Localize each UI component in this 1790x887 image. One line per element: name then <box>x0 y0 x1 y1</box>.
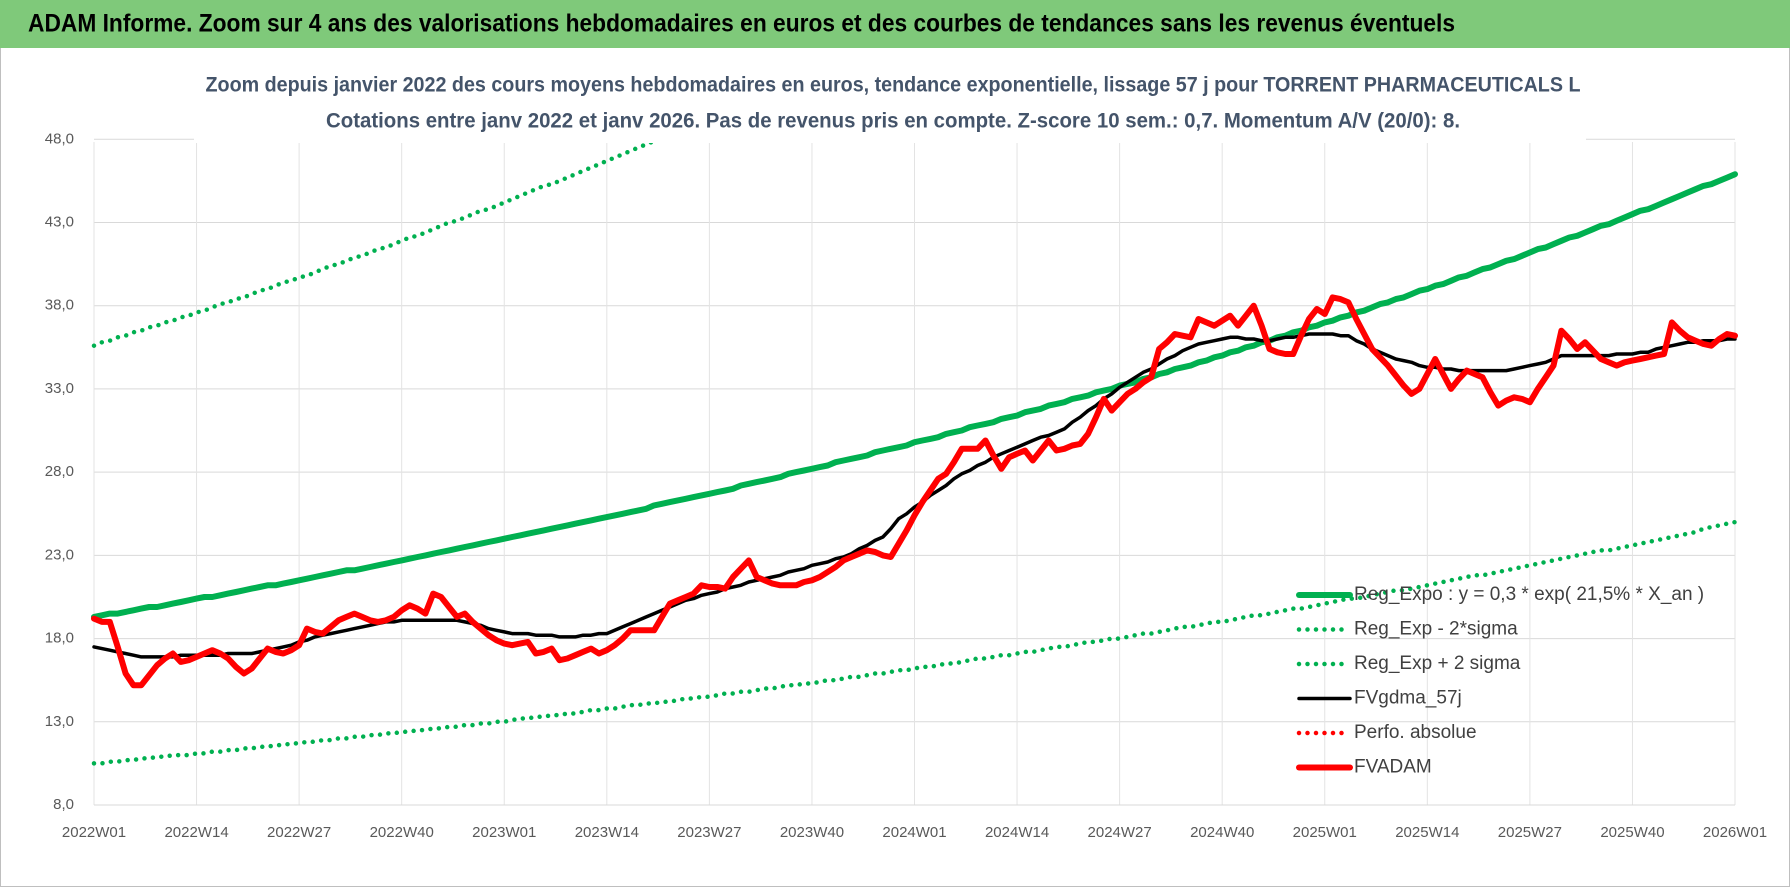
legend-label: FVgdma_57j <box>1354 688 1462 709</box>
y-tick-label: 43,0 <box>45 213 74 230</box>
y-tick-label: 33,0 <box>45 380 74 397</box>
plot-area <box>91 106 1738 766</box>
x-tick-label: 2026W01 <box>1703 824 1767 841</box>
series-line <box>91 294 1738 689</box>
legend: Reg_Expo : y = 0,3 * exp( 21,5% * X_an )… <box>1296 584 1704 778</box>
y-tick-label: 8,0 <box>53 796 74 813</box>
legend-label: Reg_Exp + 2 sigma <box>1354 653 1521 674</box>
x-tick-label: 2025W40 <box>1600 824 1664 841</box>
title-box <box>194 64 1586 143</box>
y-tick-label: 38,0 <box>45 297 74 314</box>
x-tick-label: 2023W14 <box>575 824 639 841</box>
x-tick-label: 2023W27 <box>677 824 741 841</box>
legend-label: Reg_Exp - 2*sigma <box>1354 619 1518 640</box>
series-line <box>91 519 1738 766</box>
y-tick-label: 48,0 <box>45 130 74 147</box>
x-tick-label: 2025W27 <box>1498 824 1562 841</box>
axes: 8,0 13,0 18,0 23,0 28,0 33,0 38,0 43,0 48,0 2022W… <box>45 130 1767 841</box>
x-tick-label: 2024W14 <box>985 824 1049 841</box>
x-tick-label: 2023W01 <box>472 824 536 841</box>
grid <box>93 138 1736 806</box>
series-line <box>91 171 1738 620</box>
x-tick-label: 2024W01 <box>882 824 946 841</box>
chart-title: Zoom depuis janvier 2022 des cours moyen… <box>206 74 1581 97</box>
legend-label: Perfo. absolue <box>1354 722 1477 743</box>
y-tick-label: 23,0 <box>45 546 74 563</box>
x-tick-label: 2022W27 <box>267 824 331 841</box>
series-line <box>91 106 743 348</box>
x-tick-label: 2022W40 <box>370 824 434 841</box>
header-bar <box>0 0 1790 48</box>
y-tick-label: 18,0 <box>45 630 74 647</box>
y-tick-label: 13,0 <box>45 713 74 730</box>
x-tick-label: 2024W27 <box>1088 824 1152 841</box>
series-line <box>92 332 1737 659</box>
y-tick-label: 28,0 <box>45 463 74 480</box>
x-tick-label: 2023W40 <box>780 824 844 841</box>
legend-label: Reg_Expo : y = 0,3 * exp( 21,5% * X_an ) <box>1354 584 1704 605</box>
x-tick-label: 2022W14 <box>164 824 228 841</box>
header-title: ADAM Informe. Zoom sur 4 ans des valoris… <box>28 10 1455 38</box>
legend-label: FVADAM <box>1354 757 1432 778</box>
x-tick-label: 2025W01 <box>1293 824 1357 841</box>
x-tick-label: 2022W01 <box>62 824 126 841</box>
chart-subtitle: Cotations entre janv 2022 et janv 2026. … <box>326 110 1460 133</box>
x-tick-label: 2025W14 <box>1395 824 1459 841</box>
x-tick-label: 2024W40 <box>1190 824 1254 841</box>
